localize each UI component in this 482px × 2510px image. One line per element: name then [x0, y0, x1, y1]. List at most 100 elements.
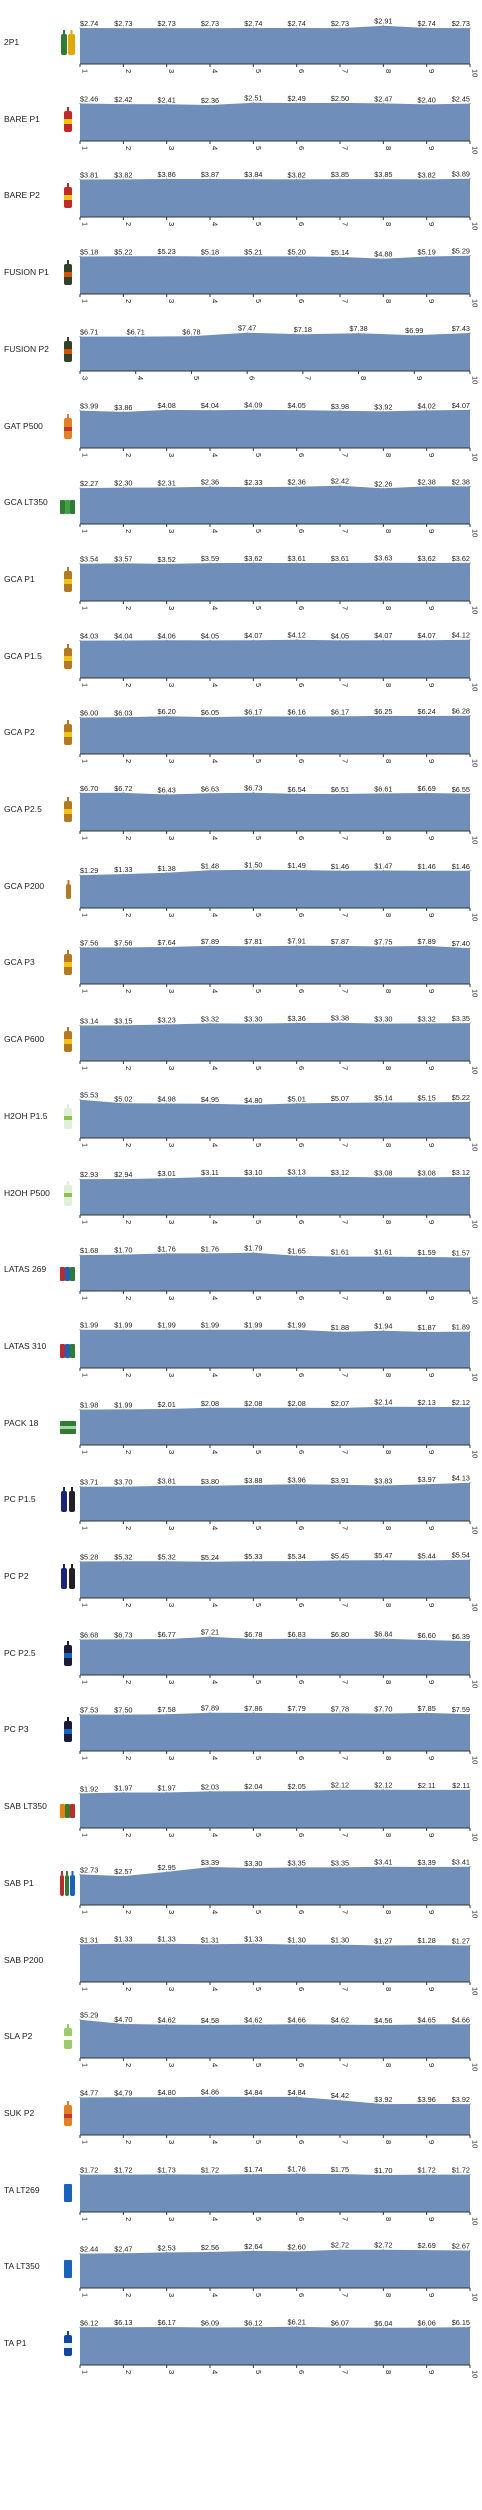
data-label: $3.39 [201, 1858, 219, 1867]
data-point [469, 2250, 471, 2252]
x-tick-label: 8 [384, 2063, 393, 2067]
x-tick-label: 9 [427, 1373, 436, 1377]
data-point [209, 792, 211, 794]
data-label: $1.46 [452, 861, 470, 870]
data-label: $2.04 [244, 1782, 262, 1791]
x-tick-label: 4 [211, 1833, 220, 1837]
data-label: $2.11 [418, 1781, 436, 1790]
data-label: $7.81 [244, 938, 262, 947]
data-label: $5.23 [158, 247, 176, 256]
data-label: $3.14 [80, 1017, 98, 1026]
x-tick-label: 9 [427, 683, 436, 687]
data-point [382, 562, 384, 564]
data-point [382, 1023, 384, 1025]
data-label: $1.76 [158, 1245, 176, 1254]
data-label: $2.47 [374, 94, 392, 103]
x-tick-label: 7 [341, 989, 350, 993]
data-point [426, 179, 428, 181]
x-tick-label: 9 [427, 529, 436, 533]
data-label: $2.73 [452, 19, 470, 28]
data-label: $2.14 [374, 1397, 392, 1406]
data-point [252, 716, 254, 718]
x-tick-label: 2 [124, 1603, 133, 1607]
data-point [209, 256, 211, 258]
product-thumbnail-icon [64, 2100, 72, 2126]
price-area-series [80, 2326, 470, 2365]
data-point [296, 638, 298, 640]
x-tick-label: 6 [297, 1526, 306, 1530]
area-chart: $3.99 1 $3.86 2 $4.08 3 $4.04 4 $4.09 5 $4.05 6 $3.9… [79, 400, 480, 461]
data-label: $5.18 [201, 248, 219, 257]
data-label: $4.02 [418, 401, 436, 410]
area-chart: $2.74 1 $2.73 2 $2.73 3 $2.73 4 $2.74 5 $2.74 6 $2.7… [79, 17, 480, 77]
data-label: $3.35 [452, 1014, 470, 1023]
data-point [469, 2103, 471, 2105]
x-tick-label: 9 [427, 2063, 436, 2067]
data-point [296, 1560, 298, 1562]
product-thumbnail-icon [64, 797, 72, 822]
x-tick-label: 2 [124, 453, 133, 457]
data-point [469, 2326, 471, 2328]
data-label: $3.11 [201, 1167, 219, 1176]
data-label: $1.76 [288, 2164, 306, 2173]
x-tick-label: 4 [211, 222, 220, 226]
x-tick-label: 7 [341, 529, 350, 533]
data-label: $3.96 [418, 2095, 436, 2104]
x-tick-label: 4 [211, 1373, 220, 1377]
data-point [166, 2096, 168, 2098]
price-area-series [80, 1866, 470, 1905]
data-label: $4.65 [418, 2016, 436, 2025]
data-point [209, 1022, 211, 1025]
data-label: $3.32 [418, 1015, 436, 1024]
data-label: $6.17 [158, 2318, 176, 2327]
data-point [79, 409, 81, 411]
x-tick-label: 9 [427, 146, 436, 150]
data-label: $2.12 [374, 1781, 392, 1790]
data-point [339, 101, 341, 104]
product-name: TA LT350 [4, 2261, 40, 2272]
product-name: BARE P2 [4, 190, 40, 201]
data-label: $4.08 [158, 400, 176, 409]
x-tick-label: 9 [427, 1756, 436, 1760]
data-point [122, 2096, 124, 2098]
data-point [252, 255, 254, 258]
data-point [296, 1637, 298, 1640]
data-point [426, 2173, 428, 2175]
data-point [209, 716, 211, 719]
area-chart: $2.73 1 $2.57 2 $2.95 3 $3.39 4 $3.30 5 $3.35 6 $3.3… [79, 1858, 480, 1918]
x-tick-label: 1 [81, 1143, 90, 1147]
x-tick-label: 7 [341, 1450, 350, 1454]
price-area-series [80, 102, 470, 141]
data-point [252, 639, 254, 641]
data-point [296, 486, 298, 488]
data-label: $6.71 [80, 327, 98, 336]
data-point [209, 1712, 211, 1714]
product-name: SAB P200 [4, 1954, 44, 1965]
data-label: $3.08 [418, 1168, 436, 1177]
data-point [209, 869, 211, 871]
x-tick-label: 6 [297, 2370, 306, 2374]
data-label: $3.80 [201, 1477, 219, 1486]
product-chart-row: GCA P600 $3.14 1 $3.15 2 $3.23 3 $3.32 4 $3.30 5 $3… [0, 1007, 482, 1084]
data-point [166, 1023, 168, 1026]
data-point [122, 410, 124, 412]
x-tick-label: 3 [167, 299, 176, 303]
x-tick-label: 8 [384, 1987, 393, 1991]
product-name: GCA P1.5 [4, 650, 42, 661]
x-tick-label: 4 [211, 1603, 220, 1607]
x-tick-label: 6 [297, 1296, 306, 1300]
data-point [469, 1406, 471, 1408]
x-tick-label: 6 [297, 1450, 306, 1454]
data-point [122, 255, 124, 257]
data-point [426, 1483, 428, 1486]
x-tick-label: 6 [297, 1066, 306, 1070]
x-tick-label: 7 [341, 2063, 350, 2067]
area-chart: $1.72 1 $1.72 2 $1.73 3 $1.72 4 $1.74 5 $1.76 6 $1.7… [79, 2164, 480, 2225]
x-tick-label: 1 [81, 1833, 90, 1837]
x-tick-label: 4 [136, 376, 145, 380]
price-area-series [80, 1559, 470, 1598]
data-point [339, 1406, 341, 1409]
data-label: $5.47 [374, 1551, 392, 1560]
data-label: $6.13 [114, 2318, 132, 2327]
data-label: $6.83 [288, 1629, 306, 1638]
